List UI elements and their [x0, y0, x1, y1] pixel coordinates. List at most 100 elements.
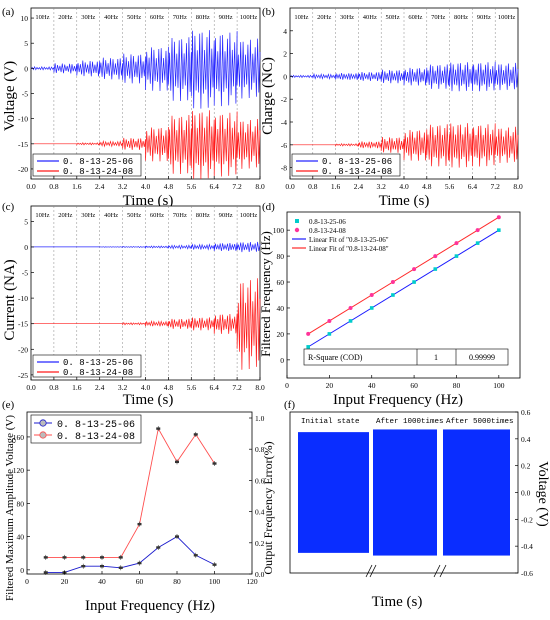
y-tick-label-right: 0.8 — [255, 445, 265, 454]
series-line — [31, 241, 261, 253]
x-tick-label: 120 — [246, 577, 258, 586]
y-tick-label-right: 0.0 — [255, 570, 265, 579]
x-tick-label: 7.2 — [491, 182, 501, 191]
data-point — [369, 293, 374, 297]
y-tick-label-right: 0.4 — [521, 435, 531, 444]
x-tick-label: 2.4 — [95, 383, 105, 392]
panel-tag-e: (e) — [2, 399, 15, 411]
y-tick-label: 5 — [24, 217, 28, 226]
y-tick-label: 0 — [24, 243, 28, 252]
series-line — [30, 30, 261, 109]
y-tick-label-right: 0.0 — [521, 489, 531, 498]
x-tick-label: 0.8 — [308, 182, 318, 191]
y-tick-label: 0 — [20, 566, 24, 575]
x-tick-label: 20 — [61, 577, 69, 586]
x-tick-label: 3.2 — [377, 182, 387, 191]
x-tick-label: 2.4 — [354, 182, 364, 191]
x-tick-label: 3.2 — [118, 383, 128, 392]
data-point — [433, 267, 438, 271]
xlabel-a: Time (s) — [123, 193, 174, 209]
data-point — [175, 460, 179, 464]
frequency-label: 60Hz — [408, 14, 422, 21]
data-point — [433, 254, 438, 259]
xlabel-c: Time (s) — [123, 392, 174, 408]
data-point — [412, 267, 417, 272]
x-tick-label: 5.6 — [187, 383, 197, 392]
x-tick-label: 0.0 — [285, 182, 295, 191]
data-point — [137, 561, 142, 565]
frequency-label: 70Hz — [431, 14, 445, 21]
data-point — [212, 462, 217, 465]
data-point — [81, 565, 86, 568]
frequency-label: 70Hz — [173, 14, 187, 21]
frequency-label: 10Hz — [35, 14, 49, 21]
frequency-label: 40Hz — [104, 14, 118, 21]
x-tick-label: 5.6 — [187, 182, 197, 191]
table-value: 0.99999 — [469, 353, 495, 362]
y-tick-label-right: 0.4 — [255, 508, 265, 517]
x-tick-label: 4.0 — [141, 182, 151, 191]
data-point — [137, 522, 142, 526]
frequency-label: 10Hz — [35, 212, 49, 219]
data-point — [156, 427, 161, 430]
legend-swatch — [294, 227, 300, 233]
frequency-label: 70Hz — [173, 212, 187, 219]
y-tick-label: 0 — [24, 64, 28, 73]
xlabel-e: Input Frequency (Hz) — [85, 598, 215, 614]
y-tick-label: 160 — [13, 433, 25, 442]
y-tick-label: 2 — [283, 50, 287, 59]
data-point — [193, 433, 198, 436]
frequency-label: 60Hz — [150, 212, 164, 219]
x-tick-label: 4.0 — [141, 383, 151, 392]
legend-label: 0. 8-13-24-08 — [57, 432, 135, 443]
frequency-label: 60Hz — [150, 14, 164, 21]
x-tick-label: 8.0 — [513, 182, 523, 191]
xlabel-d: Input Frequency (Hz) — [333, 392, 463, 408]
x-tick-label: 1.6 — [72, 383, 82, 392]
data-point — [175, 535, 179, 538]
ylabel-b: Charge (NC) — [260, 57, 276, 135]
frequency-label: 80Hz — [454, 14, 468, 21]
segment-label: After 5000times — [446, 418, 514, 426]
x-tick-label: 4.8 — [164, 383, 174, 392]
series-line — [289, 61, 519, 92]
y-tick-label: 10 — [21, 14, 29, 23]
x-tick-label: 6.4 — [210, 182, 220, 191]
data-point — [496, 215, 501, 220]
y-tick-label-right: -0.6 — [521, 569, 533, 578]
y-tick-label: -15 — [18, 320, 28, 329]
data-point — [306, 331, 311, 336]
y-tick-label: 40 — [277, 304, 285, 313]
y-tick-label: -20 — [18, 345, 28, 354]
x-tick-label: 80 — [173, 577, 181, 586]
x-tick-label: 100 — [493, 381, 505, 390]
plot-d: 0 20 40 60 80 100 0 20 40 60 80 100 0.8-13-25-060.8-… — [273, 211, 521, 390]
x-tick-label: 8.0 — [255, 182, 265, 191]
x-tick-label: 0.8 — [49, 383, 59, 392]
legend-box — [291, 153, 401, 177]
x-tick-label: 100 — [209, 577, 221, 586]
stats-table — [303, 348, 509, 366]
frequency-label: 40Hz — [363, 14, 377, 21]
series-line — [31, 110, 261, 180]
y-tick-label: 0 — [283, 72, 287, 81]
x-tick-label: 7.2 — [232, 182, 242, 191]
frequency-label: 100Hz — [240, 212, 257, 219]
panel-tag-f: (f) — [284, 399, 295, 411]
x-tick-label: 60 — [410, 381, 418, 390]
ylabel-right-e: Output Frequency Error(%) — [261, 441, 275, 574]
frequency-label: 50Hz — [386, 14, 400, 21]
legend-label: 0.8-13-24-08 — [309, 227, 346, 235]
y-tick-label-right: 0.2 — [521, 462, 531, 471]
legend-label: 0. 8-13-25-06 — [63, 157, 133, 167]
y-tick-label: -15 — [18, 140, 28, 149]
y-tick-label-right: -0.2 — [521, 515, 533, 524]
x-tick-label: 20 — [326, 381, 334, 390]
legend-label: 0. 8-13-25-06 — [57, 420, 135, 431]
y-tick-label: -5 — [22, 90, 28, 99]
xlabel-f: Time (s) — [372, 594, 423, 610]
y-tick-label-right: 0.2 — [255, 539, 265, 548]
data-point — [348, 319, 353, 323]
data-point — [156, 546, 161, 549]
